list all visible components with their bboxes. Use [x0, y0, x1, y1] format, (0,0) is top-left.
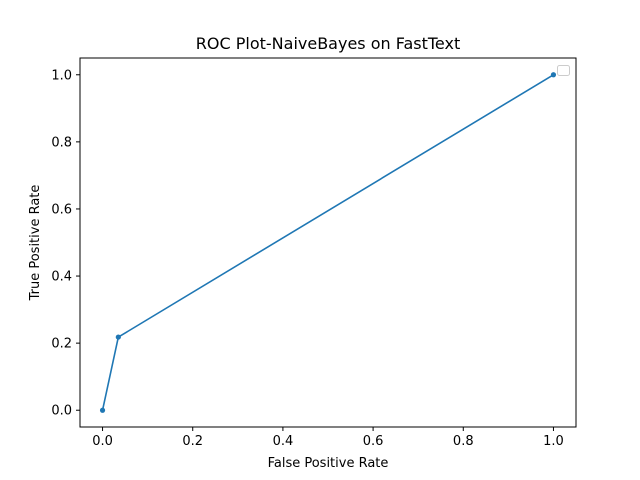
x-tick-label: 0.8	[453, 434, 474, 449]
x-tick-label: 0.6	[363, 434, 384, 449]
chart-title: ROC Plot-NaiveBayes on FastText	[196, 34, 460, 53]
y-tick-label: 0.0	[51, 404, 72, 419]
legend	[557, 65, 570, 76]
y-axis-label: True Positive Rate	[28, 185, 43, 302]
x-tick-label: 0.0	[92, 434, 113, 449]
y-tick-label: 1.0	[51, 68, 72, 83]
axis-ticks: 0.0 0.2 0.4 0.6 0.8 1.0 0.0 0.2 0.4 0.6 0.8 1.0	[51, 68, 563, 449]
y-tick-label: 0.4	[51, 270, 72, 285]
legend-box	[557, 65, 570, 76]
plot-frame	[79, 57, 577, 428]
y-tick-label: 0.6	[51, 202, 72, 217]
roc-point	[115, 334, 121, 340]
x-axis-label: False Positive Rate	[268, 456, 389, 471]
plot-area	[99, 72, 557, 413]
x-tick-label: 0.2	[182, 434, 203, 449]
x-tick-label: 0.4	[273, 434, 294, 449]
roc-point	[99, 407, 106, 413]
x-tick-label: 1.0	[543, 434, 564, 449]
roc-point	[550, 72, 557, 78]
y-tick-label: 0.2	[51, 337, 72, 352]
y-tick-label: 0.8	[51, 135, 72, 150]
